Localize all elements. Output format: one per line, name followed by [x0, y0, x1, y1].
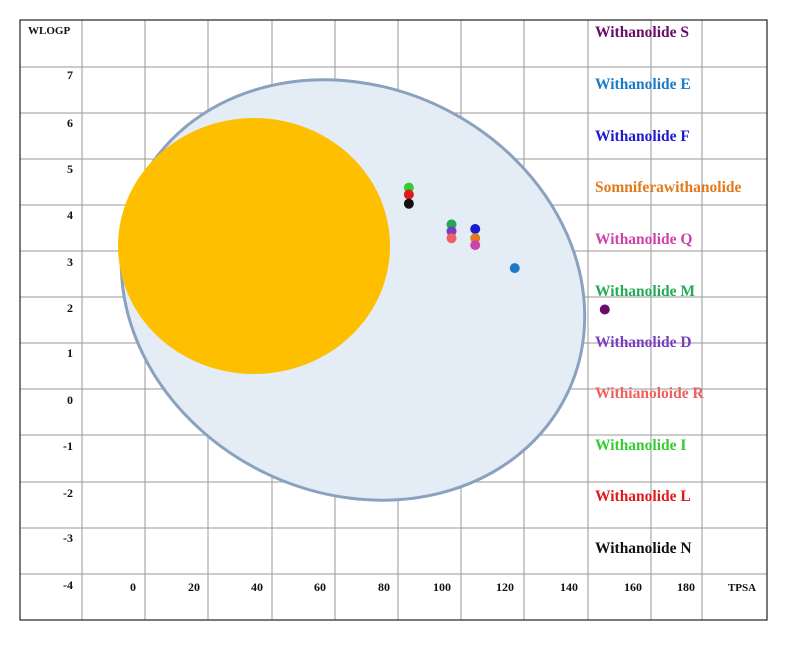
- point-withanolide-n-0: [403, 198, 414, 209]
- x-tick-label: 100: [433, 580, 451, 594]
- legend-entry-withianoloide-r: Withianoloide R: [595, 385, 704, 402]
- legend-entry-withanolide-m: Withanolide M: [595, 283, 695, 300]
- x-tick-label: 120: [496, 580, 514, 594]
- y-tick-label: -1: [63, 439, 73, 453]
- legend-entry-withanolide-i: Withanolide I: [595, 437, 686, 454]
- yolk-region: [118, 118, 390, 374]
- y-tick-label: -4: [63, 578, 73, 592]
- y-tick-label: -2: [63, 486, 73, 500]
- y-tick-label: 7: [67, 68, 73, 82]
- x-tick-label: 140: [560, 580, 578, 594]
- point-withanolide-m-0: [446, 219, 457, 230]
- point-withanolide-d-0: [446, 226, 457, 237]
- x-axis-title: TPSA: [728, 582, 756, 594]
- plot-frame: [19, 19, 768, 621]
- y-tick-label: 6: [67, 116, 73, 130]
- data-points: [403, 182, 610, 315]
- point-withanolide-l-0: [403, 189, 414, 200]
- point-withanolide-e-0: [509, 263, 520, 274]
- legend-entry-withanolide-q: Withanolide Q: [595, 231, 692, 248]
- point-withanolide-q-0: [470, 240, 481, 251]
- legend-entry-withanolide-l: Withanolide L: [595, 488, 691, 505]
- x-tick-label: 160: [624, 580, 642, 594]
- legend-entry-withanolide-d: Withanolide D: [595, 334, 692, 351]
- point-withianoloide-r-0: [446, 233, 457, 244]
- tick-labels: 7 6 5 4 3 2 1 0 -1 -2 -3 -4 0 20 40 60 80 100 120 140 160 180: [63, 68, 695, 594]
- legend-entry-withanolide-s: Withanolide S: [595, 24, 689, 41]
- y-tick-label: 5: [67, 162, 73, 176]
- legend-entry-somniferawithanolide: Somniferawithanolide: [595, 179, 742, 196]
- y-axis-title: WLOGP: [28, 25, 70, 37]
- x-tick-label: 80: [378, 580, 390, 594]
- y-tick-label: 3: [67, 255, 73, 269]
- x-tick-label: 40: [251, 580, 263, 594]
- point-withanolide-f-0: [470, 224, 481, 234]
- y-tick-label: 1: [67, 346, 73, 360]
- legend-entry-withanolide-n: Withanolide N: [595, 540, 692, 557]
- point-somniferawithanolide-0: [470, 233, 481, 244]
- legend-entry-withanolide-e: Withanolide E: [595, 76, 691, 93]
- x-tick-label: 180: [677, 580, 695, 594]
- legend-entry-withanolide-f: Withanolide F: [595, 128, 690, 145]
- legend: Withanolide S Withanolide E Withanolide F S…: [595, 24, 742, 557]
- x-tick-label: 20: [188, 580, 200, 594]
- y-tick-label: 4: [67, 208, 73, 222]
- y-tick-label: -3: [63, 531, 73, 545]
- y-tick-label: 0: [67, 393, 73, 407]
- point-withanolide-s-0: [599, 304, 610, 315]
- point-withanolide-i-0: [403, 182, 414, 193]
- x-tick-label: 0: [130, 580, 136, 594]
- y-tick-label: 2: [67, 301, 73, 315]
- x-tick-label: 60: [314, 580, 326, 594]
